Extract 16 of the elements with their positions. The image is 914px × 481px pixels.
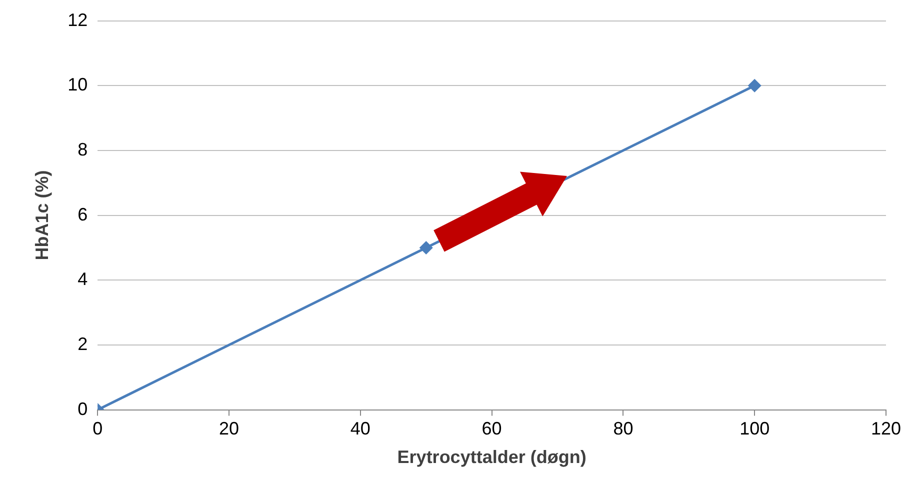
x-tick-label: 80 (613, 418, 634, 439)
x-tick-label: 0 (92, 418, 103, 439)
y-tick-label: 12 (68, 10, 88, 30)
y-tick-label: 2 (78, 334, 88, 354)
y-tick-label: 6 (78, 204, 88, 224)
x-tick-label: 100 (740, 418, 770, 439)
x-axis-title: Erytrocyttalder (døgn) (397, 447, 586, 468)
x-tick-label: 20 (219, 418, 240, 439)
y-tick-label: 4 (78, 269, 88, 290)
x-tick-label: 40 (350, 418, 370, 439)
y-tick-label: 0 (78, 398, 88, 419)
y-tick-label: 8 (78, 139, 88, 160)
x-tick-label: 60 (482, 418, 502, 439)
x-tick-label: 120 (870, 418, 902, 439)
y-axis-title: HbA1c (%) (32, 170, 52, 260)
y-tick-label: 10 (68, 74, 88, 95)
